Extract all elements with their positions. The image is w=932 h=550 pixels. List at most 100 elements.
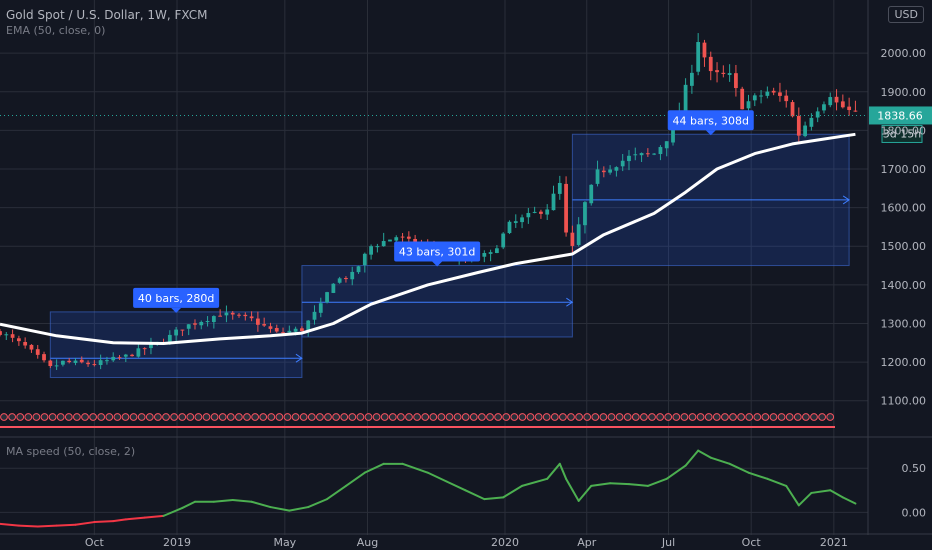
candle-body bbox=[325, 292, 329, 303]
event-marker bbox=[275, 413, 284, 421]
candle-body bbox=[815, 111, 820, 118]
candle-body bbox=[105, 360, 109, 362]
ma-speed-segment bbox=[565, 477, 580, 502]
event-marker bbox=[32, 413, 41, 421]
event-marker bbox=[631, 413, 640, 421]
event-marker bbox=[518, 413, 527, 421]
ma-speed-segment bbox=[766, 477, 788, 487]
event-marker bbox=[316, 413, 324, 421]
event-marker bbox=[785, 413, 794, 421]
candle-body bbox=[778, 92, 782, 96]
candle-body bbox=[689, 72, 694, 86]
ma-speed-segment bbox=[747, 471, 769, 480]
ma-speed-segment bbox=[646, 477, 668, 487]
candle-body bbox=[381, 241, 386, 247]
event-marker bbox=[348, 413, 357, 421]
candle-body bbox=[375, 246, 380, 248]
candle-body bbox=[620, 160, 625, 167]
candle-body bbox=[495, 248, 499, 254]
event-marker bbox=[777, 413, 786, 421]
event-marker bbox=[8, 413, 17, 421]
event-marker bbox=[461, 413, 470, 421]
candle-body bbox=[180, 329, 185, 331]
candle-body bbox=[715, 70, 719, 73]
candle-body bbox=[645, 153, 650, 155]
ma-speed-legend[interactable]: MA speed (50, close, 2) bbox=[6, 445, 136, 458]
candle-body bbox=[142, 348, 147, 350]
candle-body bbox=[400, 236, 405, 238]
event-marker bbox=[769, 413, 778, 421]
event-marker bbox=[648, 413, 656, 421]
candle-body bbox=[300, 328, 304, 332]
ma-speed-segment bbox=[590, 482, 612, 487]
event-marker bbox=[623, 413, 632, 421]
price-tick-label: 1700.00 bbox=[881, 163, 927, 176]
measure-arrow-head bbox=[566, 297, 574, 307]
candle-body bbox=[564, 183, 568, 233]
event-marker bbox=[502, 413, 511, 421]
candle-body bbox=[281, 332, 285, 334]
ma-speed-segment bbox=[74, 521, 96, 526]
event-marker bbox=[810, 413, 818, 421]
candle-body bbox=[61, 360, 65, 365]
event-marker bbox=[542, 413, 551, 421]
candle-body bbox=[136, 348, 141, 357]
ma-speed-segment bbox=[502, 484, 524, 499]
candle-body bbox=[193, 323, 197, 325]
chart-title[interactable]: Gold Spot / U.S. Dollar, 1W, FXCM bbox=[6, 8, 208, 22]
ma-speed-segment bbox=[665, 464, 687, 480]
candle-body bbox=[627, 155, 631, 162]
ma-speed-segment bbox=[697, 449, 712, 459]
event-marker bbox=[664, 413, 673, 421]
event-marker bbox=[97, 413, 106, 421]
candle-body bbox=[828, 97, 833, 106]
candle-body bbox=[614, 167, 619, 171]
candle-body bbox=[237, 314, 241, 316]
price-tick-label: 1800.00 bbox=[881, 124, 927, 137]
currency-badge[interactable]: USD bbox=[888, 6, 924, 23]
candle-body bbox=[394, 237, 399, 241]
event-marker bbox=[550, 413, 559, 421]
price-tick-label: 1300.00 bbox=[881, 317, 927, 330]
event-marker bbox=[615, 413, 624, 421]
event-marker bbox=[599, 413, 608, 421]
candle-body bbox=[589, 184, 594, 204]
candle-body bbox=[230, 312, 235, 315]
measure-label-pointer bbox=[432, 261, 443, 267]
event-marker bbox=[591, 413, 600, 421]
candle-body bbox=[482, 253, 487, 257]
measure-label-bg bbox=[667, 110, 754, 131]
candle-body bbox=[73, 360, 78, 363]
candle-body bbox=[708, 56, 713, 72]
time-tick-label: 2020 bbox=[491, 536, 519, 549]
event-marker bbox=[340, 413, 349, 421]
event-marker bbox=[761, 413, 770, 421]
measure-label: 44 bars, 308d bbox=[673, 114, 749, 127]
event-marker bbox=[445, 413, 454, 421]
event-marker bbox=[745, 413, 754, 421]
ema-legend[interactable]: EMA (50, close, 0) bbox=[6, 24, 106, 37]
event-marker bbox=[656, 413, 664, 421]
candle-body bbox=[167, 334, 172, 344]
candle-body bbox=[551, 193, 556, 211]
event-marker bbox=[40, 413, 49, 421]
price-tick-label: 1900.00 bbox=[881, 86, 927, 99]
ma-speed-segment bbox=[181, 500, 196, 509]
candle-body bbox=[79, 359, 84, 363]
ma-speed-segment bbox=[212, 499, 234, 503]
candle-body bbox=[727, 73, 732, 75]
event-marker bbox=[429, 413, 438, 421]
ma-speed-segment bbox=[785, 484, 800, 507]
candle-body bbox=[539, 211, 543, 214]
candle-body bbox=[344, 277, 348, 280]
candle-body bbox=[520, 217, 524, 223]
ma-speed-segment bbox=[231, 499, 253, 503]
event-marker bbox=[283, 413, 292, 421]
event-marker bbox=[24, 413, 33, 421]
candle-body bbox=[608, 169, 613, 173]
candle-body bbox=[721, 72, 726, 74]
candle-body bbox=[513, 221, 518, 223]
candle-body bbox=[35, 349, 40, 355]
candle-body bbox=[388, 239, 392, 242]
